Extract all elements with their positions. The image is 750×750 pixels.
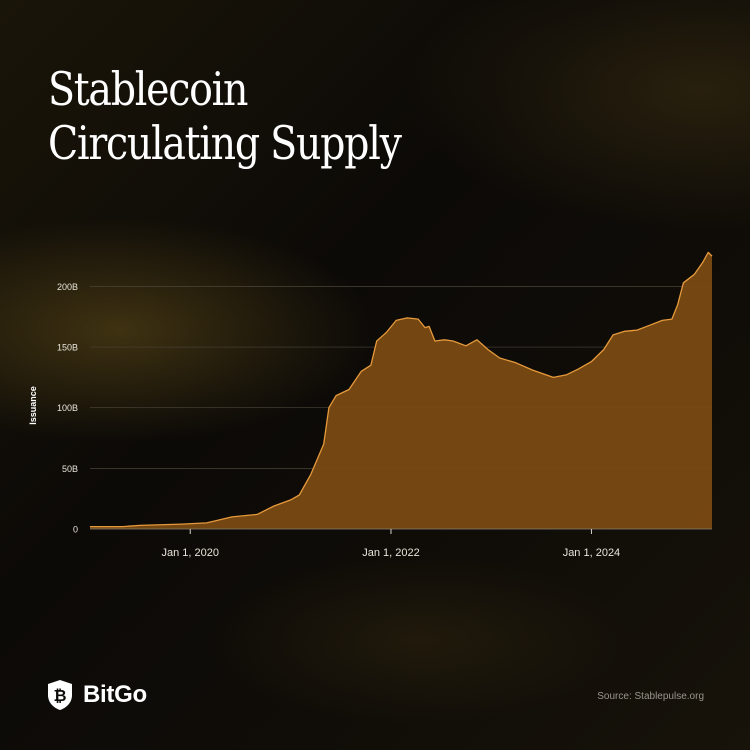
source-note: Source: Stablepulse.org (597, 691, 704, 702)
y-axis-label: Issuance (28, 386, 38, 425)
supply-line (90, 251, 713, 528)
title-line-2: Circulating Supply (48, 116, 402, 170)
y-tick-label-4: 200B (57, 282, 78, 292)
svg-text:₿: ₿ (53, 686, 66, 705)
x-tick-label-2: Jan 1, 2024 (563, 547, 621, 559)
supply-area (90, 252, 712, 529)
y-tick-label-0: 0 (73, 525, 78, 535)
y-tick-label-3: 150B (57, 343, 78, 353)
brand-name: BitGo (83, 681, 147, 708)
x-tick-label-0: Jan 1, 2020 (161, 547, 219, 559)
y-tick-label-1: 50B (62, 464, 78, 474)
page-title: Stablecoin Circulating Supply (48, 62, 402, 170)
bitgo-shield-bitcoin-icon: ₿ (48, 680, 72, 710)
y-tick-label-2: 100B (57, 403, 78, 413)
x-tick-label-1: Jan 1, 2022 (362, 547, 420, 559)
title-line-1: Stablecoin (48, 62, 248, 116)
brand: ₿ BitGo (46, 679, 147, 711)
